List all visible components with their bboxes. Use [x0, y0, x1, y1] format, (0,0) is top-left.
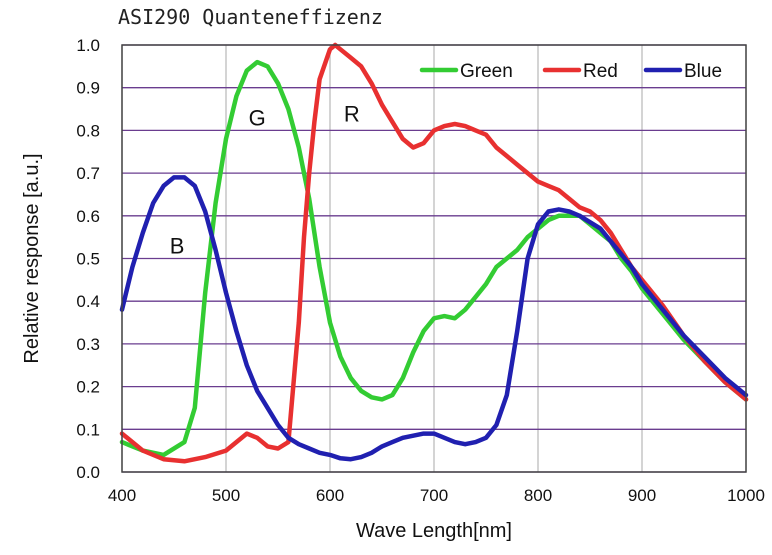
x-tick-label: 600	[316, 486, 344, 505]
plot-frame	[121, 44, 747, 473]
annotations: B G R	[170, 101, 360, 258]
y-axis-label: Relative response [a.u.]	[21, 153, 43, 363]
y-tick-label: 0.2	[76, 378, 100, 397]
x-tick-label: 400	[108, 486, 136, 505]
annotation-label: G	[249, 106, 266, 131]
legend: Green Red Blue	[419, 61, 722, 82]
legend-label-green: Green	[460, 61, 513, 82]
series-line-blue	[119, 175, 749, 462]
chart-title: ASI290 Quanteneffizenz	[118, 5, 383, 29]
annotation-label: B	[170, 234, 185, 259]
x-tick-label: 1000	[727, 486, 765, 505]
y-tick-label: 0.6	[76, 207, 100, 226]
series-line-red	[119, 42, 749, 464]
y-tick-label: 1.0	[76, 36, 100, 55]
y-tick-label: 0.8	[76, 121, 100, 140]
annotation-label: R	[344, 101, 360, 126]
y-tick-label: 0.9	[76, 79, 100, 98]
y-tick-label: 0.1	[76, 420, 100, 439]
y-tick-label: 0.0	[76, 463, 100, 482]
legend-label-blue: Blue	[684, 61, 722, 82]
x-tick-label: 500	[212, 486, 240, 505]
x-axis-label: Wave Length[nm]	[356, 520, 512, 542]
tick-labels: 400 500 600 700 800 900 1000 0.0 0.1 0.2 0.3 0.4 0.5…	[76, 36, 765, 505]
y-tick-label: 0.3	[76, 335, 100, 354]
y-tick-label: 0.5	[76, 250, 100, 269]
legend-label-red: Red	[583, 61, 618, 82]
y-tick-label: 0.7	[76, 164, 100, 183]
x-tick-label: 700	[420, 486, 448, 505]
series-lines	[119, 42, 749, 464]
x-tick-label: 800	[524, 486, 552, 505]
x-tick-label: 900	[628, 486, 656, 505]
y-tick-label: 0.4	[76, 292, 100, 311]
